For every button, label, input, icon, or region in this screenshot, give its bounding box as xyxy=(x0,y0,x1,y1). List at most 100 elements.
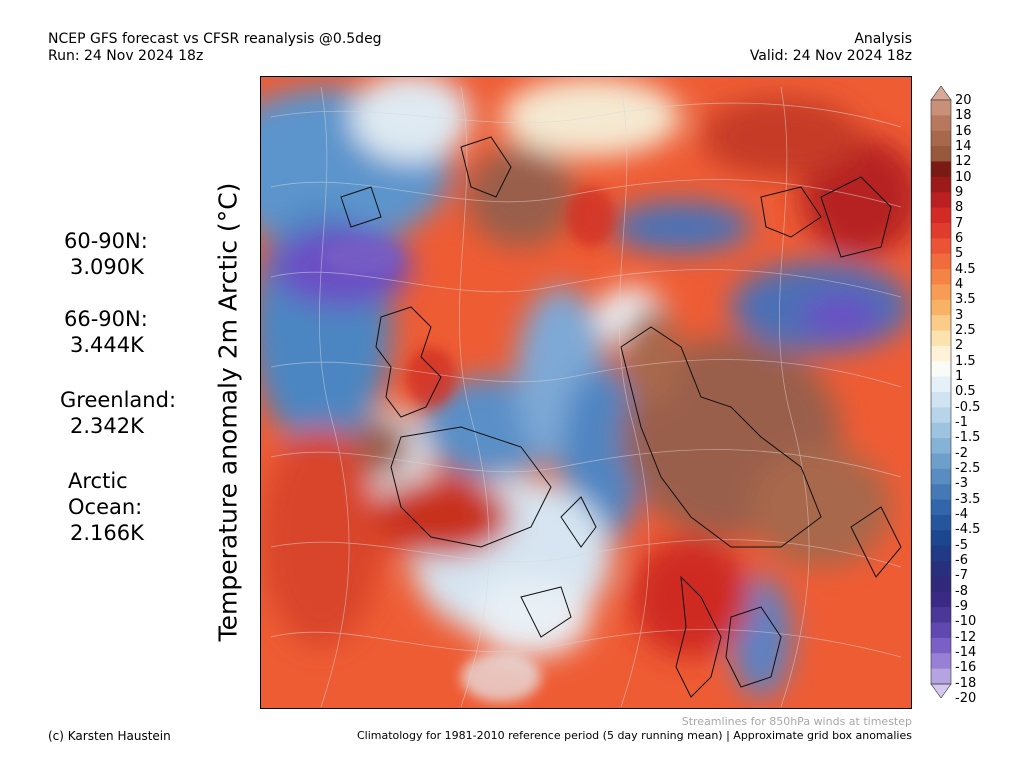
colorbar-tick-label: -6 xyxy=(955,553,968,568)
colorbar-tick-label: 6 xyxy=(955,231,964,246)
analysis-label: Analysis xyxy=(854,31,912,47)
stat-label: Arctic xyxy=(68,469,128,493)
colorbar-swatch xyxy=(931,161,951,178)
run-time: Run: 24 Nov 2024 18z xyxy=(48,48,204,64)
colorbar-swatch xyxy=(931,315,951,332)
colorbar-swatch xyxy=(931,591,951,608)
colorbar-swatch xyxy=(931,407,951,424)
colorbar-tick-label: -1.5 xyxy=(955,430,981,446)
colorbar-tick-label: -12 xyxy=(955,629,977,645)
colorbar-swatch xyxy=(931,176,951,193)
stat-label-2: Ocean: xyxy=(68,495,143,519)
stat-66-90n: 66-90N: 3.444K xyxy=(64,306,148,358)
stat-greenland: Greenland: 2.342K xyxy=(60,387,176,439)
colorbar-tick-label: 2.5 xyxy=(955,323,976,338)
colorbar-swatch xyxy=(931,561,951,577)
anomaly-detail xyxy=(321,187,616,702)
colorbar xyxy=(930,86,952,698)
map-canvas xyxy=(261,77,911,708)
colorbar-tick-label: 16 xyxy=(955,123,972,139)
colorbar-tick-label: 8 xyxy=(955,200,964,216)
colorbar-swatch xyxy=(931,545,951,562)
colorbar-swatch xyxy=(931,422,951,439)
colorbar-tick-label: 14 xyxy=(955,139,972,154)
colorbar-swatch xyxy=(931,484,951,501)
colorbar-arrow-top xyxy=(930,86,952,101)
stat-label: Greenland: xyxy=(60,388,177,412)
colorbar-tick-label: 18 xyxy=(955,108,972,124)
colorbar-swatch xyxy=(931,392,951,408)
header-left: NCEP GFS forecast vs CFSR reanalysis @0.… xyxy=(48,31,382,65)
anomaly-map xyxy=(260,76,912,709)
colorbar-swatch xyxy=(931,146,951,162)
colorbar-swatch xyxy=(931,468,951,485)
climatology-note: Climatology for 1981-2010 reference peri… xyxy=(356,729,912,742)
colorbar-swatch xyxy=(931,207,951,224)
stat-value: 2.342K xyxy=(70,414,144,438)
colorbar-arrow-bottom xyxy=(930,683,952,698)
streamlines xyxy=(270,86,902,708)
colorbar-tick-label: 10 xyxy=(955,169,972,185)
colorbar-swatch xyxy=(931,222,951,239)
colorbar-swatch xyxy=(931,530,951,547)
colorbar-swatch xyxy=(931,253,951,270)
colorbar-tick-label: 4.5 xyxy=(955,261,976,277)
colorbar-swatch xyxy=(931,361,951,378)
colorbar-tick-label: 3.5 xyxy=(955,292,976,308)
colorbar-swatch xyxy=(931,345,951,362)
colorbar-tick-label: -9 xyxy=(955,599,968,614)
map-title: NCEP GFS forecast vs CFSR reanalysis @0.… xyxy=(48,31,382,47)
colorbar-tick-label: 1.5 xyxy=(955,353,976,369)
stat-value: 2.166K xyxy=(70,521,144,545)
colorbar-tick-label: -16 xyxy=(955,660,977,676)
colorbar-swatch xyxy=(931,330,951,347)
stat-value: 3.444K xyxy=(70,333,144,357)
colorbar-swatch xyxy=(931,376,951,393)
colorbar-tick-label: 4 xyxy=(955,277,964,292)
y-axis-label: Temperature anomaly 2m Arctic (°C) xyxy=(213,182,243,642)
coastlines xyxy=(340,136,902,698)
colorbar-tick-label: -3.5 xyxy=(955,491,981,507)
colorbar-tick-label: -1 xyxy=(955,415,968,430)
colorbar-tick-label: 5 xyxy=(955,246,964,262)
valid-time: Valid: 24 Nov 2024 18z xyxy=(749,48,912,64)
colorbar-swatch xyxy=(931,453,951,470)
colorbar-frame xyxy=(930,99,952,685)
colorbar-tick-label: -7 xyxy=(955,568,968,584)
stat-label: 60-90N: xyxy=(64,229,148,253)
colorbar-tick-label: 20 xyxy=(955,93,972,108)
colorbar-swatch xyxy=(931,622,951,639)
stat-value: 3.090K xyxy=(70,255,144,279)
colorbar-tick-label: -3 xyxy=(955,476,968,492)
colorbar-swatch xyxy=(931,269,951,285)
colorbar-swatch xyxy=(931,100,951,116)
colorbar-tick-label: 2 xyxy=(955,338,964,354)
colorbar-swatch xyxy=(931,653,951,670)
copyright: (c) Karsten Haustein xyxy=(48,729,171,743)
colorbar-tick-label: -18 xyxy=(955,675,977,691)
colorbar-swatch xyxy=(931,576,951,593)
colorbar-swatch xyxy=(931,192,951,209)
stat-label: 66-90N: xyxy=(64,307,148,331)
colorbar-swatch xyxy=(931,299,951,316)
streamlines-note: Streamlines for 850hPa winds at timestep xyxy=(681,715,912,728)
colorbar-tick-label: 0.5 xyxy=(955,384,976,400)
colorbar-tick-label: 12 xyxy=(955,154,972,170)
colorbar-tick-label: -0.5 xyxy=(955,399,981,415)
colorbar-swatch xyxy=(931,637,951,654)
colorbar-tick-label: -14 xyxy=(955,645,977,660)
header-right: Analysis Valid: 24 Nov 2024 18z xyxy=(750,31,912,65)
colorbar-tick-label: 9 xyxy=(955,185,964,200)
stat-arctic-ocean: Arctic Ocean: 2.166K xyxy=(68,468,144,546)
anomaly-field xyxy=(261,77,911,697)
colorbar-tick-label: 7 xyxy=(955,215,964,231)
colorbar-tick-label: -2.5 xyxy=(955,461,981,476)
colorbar-swatch xyxy=(931,115,951,132)
colorbar-swatch xyxy=(931,238,951,255)
colorbar-tick-label: -10 xyxy=(955,614,977,630)
colorbar-tick-label: -20 xyxy=(955,691,977,706)
colorbar-tick-label: -4 xyxy=(955,507,968,522)
colorbar-tick-label: -8 xyxy=(955,583,968,599)
colorbar-swatch xyxy=(931,284,951,301)
colorbar-swatch xyxy=(931,514,951,531)
